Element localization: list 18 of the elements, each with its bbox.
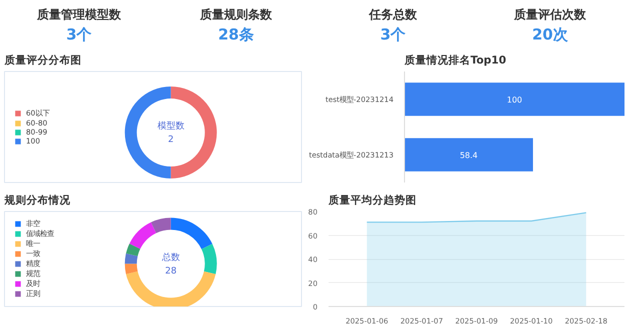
text: 任务总数 — [368, 8, 418, 22]
chart-title: 质量评分分布图 — [4, 54, 82, 66]
text: 模型数 — [157, 120, 184, 132]
data-label: 100 — [506, 95, 522, 104]
data-label: 58.4 — [460, 150, 478, 160]
text: 2 — [168, 135, 174, 146]
text: 质量管理模型数 — [36, 8, 122, 22]
chart-title: 规则分布情况 — [4, 194, 72, 206]
text: 28条 — [218, 26, 254, 44]
text: 质量评估次数 — [513, 8, 587, 22]
chart-title: 质量平均分趋势图 — [328, 194, 416, 206]
text: 20次 — [532, 26, 569, 44]
text: 3个 — [66, 26, 93, 44]
text: 3个 — [380, 26, 407, 44]
chart-title: 质量情况排名Top10 — [404, 54, 506, 66]
text: 质量规则条数 — [199, 8, 273, 22]
text: 28 — [165, 266, 177, 276]
text: 总数 — [160, 252, 180, 263]
